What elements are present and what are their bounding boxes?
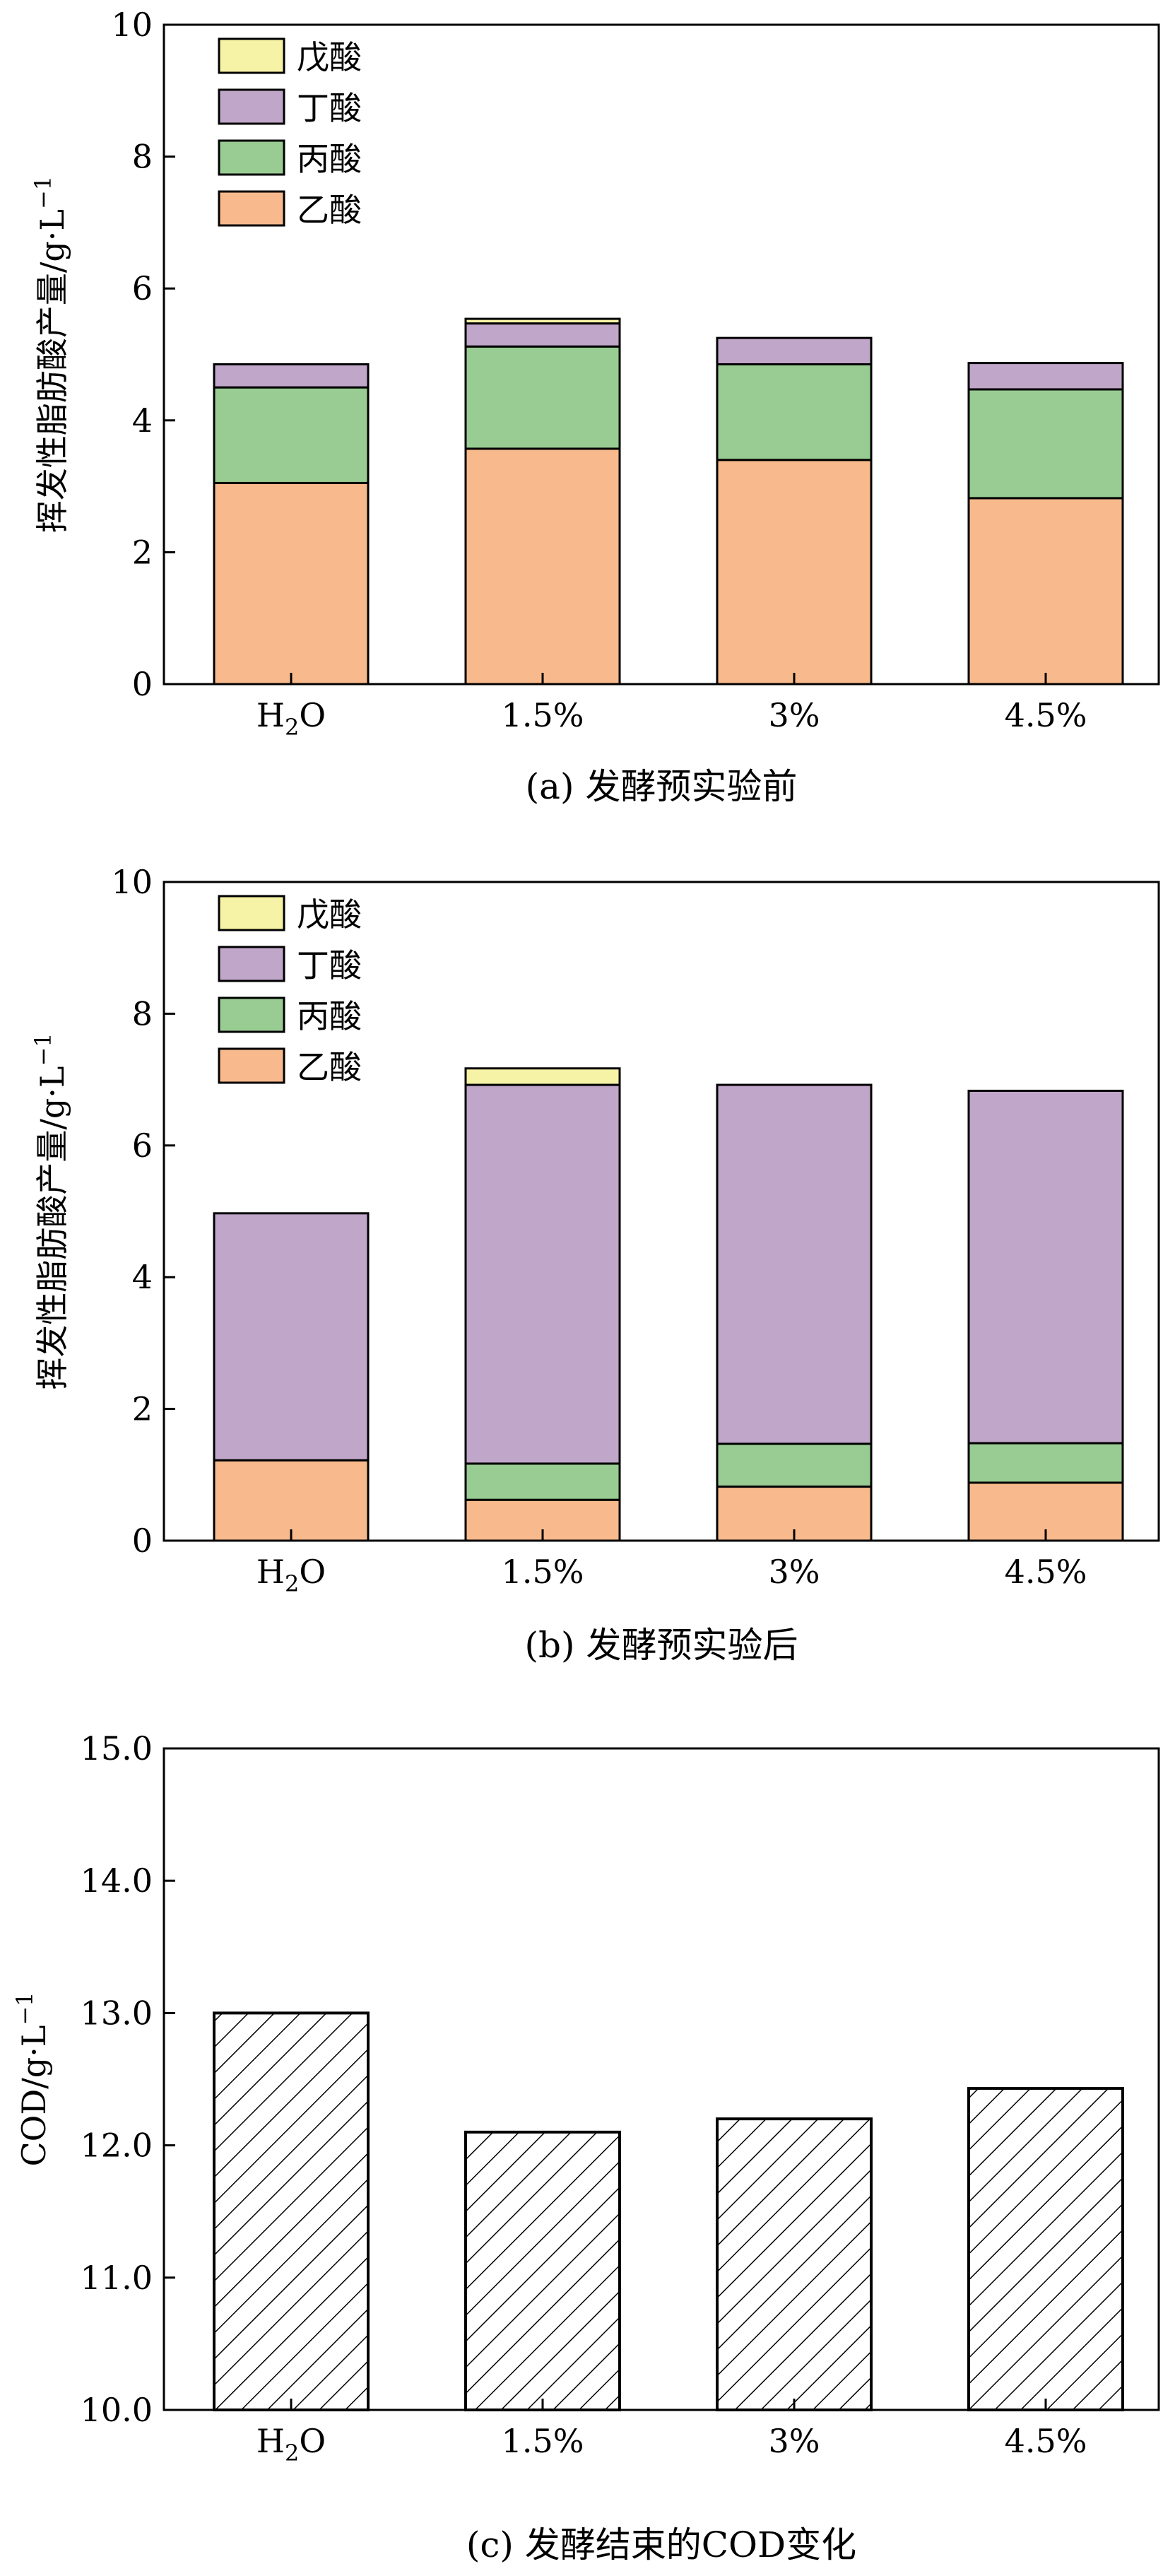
bar-segment: [464, 1083, 621, 1465]
x-tick-label: 1.5%: [502, 1553, 584, 1591]
y-tick-label: 6: [132, 1127, 153, 1165]
legend-label: 丁酸: [297, 89, 362, 127]
x-tick-label: 4.5%: [1005, 1553, 1087, 1591]
x-axis: H2O 1.5% 3% 4.5%: [256, 673, 1087, 741]
x-tick-label: 3%: [769, 2422, 820, 2460]
legend-label: 丁酸: [297, 946, 362, 984]
chart-panel-b: 0 2 4 6 8 10 H2O 1.5% 3% 4.5% 挥发性脂肪酸产量/g·L−1 (b) 发酵…: [30, 863, 1160, 1666]
bar-segment: [716, 336, 873, 365]
x-axis: H2O 1.5% 3% 4.5%: [256, 1529, 1087, 1597]
legend-swatch: [218, 190, 285, 227]
plot-frame: [163, 881, 1160, 1542]
legend-swatch: [218, 946, 285, 982]
legend-swatch: [218, 1047, 285, 1084]
bar-segment: [213, 363, 370, 389]
bar-segment: [967, 388, 1124, 500]
bar: [464, 2130, 621, 2411]
y-tick-label: 10: [111, 863, 153, 901]
bars-group: [213, 1067, 1124, 1542]
plot-frame: [163, 23, 1160, 686]
y-tick-label: 6: [132, 269, 153, 307]
y-tick-label: 2: [132, 1390, 153, 1428]
bar-segment: [967, 1442, 1124, 1484]
y-axis: 10.0 11.0 12.0 13.0 14.0 15.0: [81, 1729, 175, 2429]
y-tick-label: 12.0: [81, 2127, 153, 2165]
y-tick-label: 14.0: [81, 1862, 153, 1900]
bar-segment: [967, 1089, 1124, 1445]
panel-caption: (c) 发酵结束的COD变化: [466, 2524, 856, 2565]
chart-panel-c: 10.0 11.0 12.0 13.0 14.0 15.0 H2O 1.5% 3% 4.5% COD…: [11, 1729, 1160, 2565]
y-axis: 0 2 4 6 8 10: [111, 6, 175, 703]
legend-swatch: [218, 139, 285, 176]
y-tick-label: 15.0: [81, 1729, 153, 1768]
bar-segment: [967, 497, 1124, 686]
legend-label: 乙酸: [297, 1048, 362, 1086]
bar: [716, 2117, 873, 2411]
bar-segment: [213, 386, 370, 484]
bar-segment: [464, 1462, 621, 1501]
bar-segment: [464, 317, 621, 325]
y-axis: 0 2 4 6 8 10: [111, 863, 175, 1560]
bars-group: [213, 2011, 1124, 2411]
x-tick-label: 4.5%: [1005, 2422, 1087, 2460]
bar: [967, 2087, 1124, 2411]
bar-segment: [716, 459, 873, 686]
x-tick-label: 4.5%: [1005, 696, 1087, 734]
bar-segment: [464, 447, 621, 686]
panel-caption: (a) 发酵预实验前: [526, 766, 798, 807]
bar-segment: [716, 363, 873, 461]
y-tick-label: 10.0: [81, 2391, 153, 2429]
y-axis-title: 挥发性脂肪酸产量/g·L−1: [30, 176, 71, 533]
legend-label: 戊酸: [297, 38, 362, 76]
bar-segment: [967, 362, 1124, 391]
y-tick-label: 0: [132, 665, 153, 703]
y-tick-label: 10: [111, 6, 153, 44]
bar-segment: [716, 1442, 873, 1488]
x-tick-label: H2O: [256, 696, 326, 741]
bar-segment: [716, 1083, 873, 1445]
x-tick-label: 1.5%: [502, 696, 584, 734]
y-tick-label: 2: [132, 533, 153, 571]
bar: [213, 2011, 370, 2411]
y-tick-label: 8: [132, 138, 153, 176]
y-tick-label: 8: [132, 994, 153, 1033]
y-axis-title: 挥发性脂肪酸产量/g·L−1: [30, 1033, 71, 1389]
legend-label: 丙酸: [297, 997, 362, 1035]
panel-caption: (b) 发酵预实验后: [525, 1625, 798, 1666]
x-tick-label: 3%: [769, 696, 820, 734]
y-tick-label: 0: [132, 1522, 153, 1560]
legend-swatch: [218, 88, 285, 125]
chart-panel-a: 0 2 4 6 8 10 H2O 1.5% 3% 4.5% 挥发性脂肪酸产量/g·L−1 (a) 发酵…: [30, 6, 1160, 807]
y-tick-label: 4: [132, 1258, 153, 1296]
y-axis-title: COD/g·L−1: [11, 1992, 53, 2166]
x-tick-label: H2O: [256, 1553, 326, 1597]
bar-segment: [213, 1459, 370, 1542]
y-tick-label: 4: [132, 401, 153, 440]
y-tick-label: 13.0: [81, 1994, 153, 2032]
plot-frame: [163, 1747, 1160, 2411]
x-tick-label: 3%: [769, 1553, 820, 1591]
bar-segment: [464, 322, 621, 348]
x-tick-label: 1.5%: [502, 2422, 584, 2460]
x-axis: H2O 1.5% 3% 4.5%: [256, 2399, 1087, 2466]
legend-swatch: [218, 895, 285, 931]
bars-group: [213, 317, 1124, 686]
y-tick-label: 11.0: [81, 2259, 153, 2297]
bar-segment: [464, 345, 621, 450]
legend-label: 戊酸: [297, 895, 362, 934]
bar-segment: [464, 1067, 621, 1086]
legend-swatch: [218, 996, 285, 1033]
bar-segment: [213, 1212, 370, 1462]
bar-segment: [213, 481, 370, 686]
legend-label: 丙酸: [297, 140, 362, 178]
legend-swatch: [218, 37, 285, 74]
legend-label: 乙酸: [297, 191, 362, 229]
x-tick-label: H2O: [256, 2422, 326, 2466]
